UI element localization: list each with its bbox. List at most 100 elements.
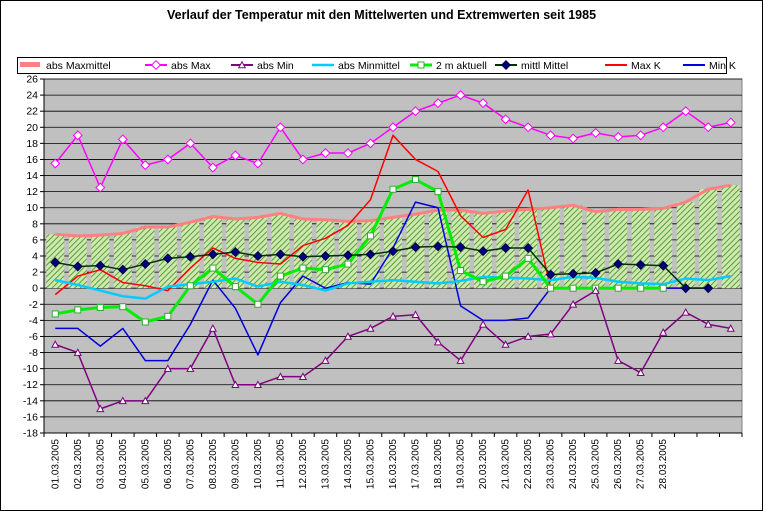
legend-items: abs Maxmittel abs Max abs Min abs Minmittel… <box>20 59 736 72</box>
y-tick-label: 4 <box>32 251 38 263</box>
point <box>412 176 420 184</box>
point <box>658 260 669 271</box>
x-tick-label: 03.03.2005 <box>95 439 106 489</box>
series-line-abs-maxmittel <box>55 183 732 238</box>
area-bar <box>721 185 740 289</box>
point <box>95 182 106 193</box>
y-tick-label: -16 <box>23 411 38 423</box>
point <box>500 59 512 71</box>
maxmittel-area <box>46 183 740 289</box>
chart-title: Verlauf der Temperatur mit den Mittelwer… <box>166 8 597 22</box>
y-tick-label: 14 <box>26 170 38 182</box>
point <box>523 332 533 340</box>
point <box>546 329 555 338</box>
x-tick-label: 26.03.2005 <box>613 439 624 489</box>
point <box>501 340 510 348</box>
x-tick-label: 04.03.2005 <box>118 439 129 489</box>
point <box>659 284 667 292</box>
x-tick-label: 02.03.2005 <box>73 439 84 489</box>
x-tick-label: 25.03.2005 <box>591 439 602 489</box>
point <box>140 259 151 270</box>
point <box>298 372 308 380</box>
series-line-2-m-aktuell <box>54 178 664 324</box>
y-tick-label: -4 <box>29 315 38 327</box>
point <box>140 160 151 171</box>
legend-item: 2 m aktuell <box>410 60 487 72</box>
area-bar <box>699 189 718 289</box>
point <box>434 188 442 196</box>
point <box>545 130 556 141</box>
point <box>276 372 285 380</box>
point <box>502 272 510 280</box>
point <box>455 90 466 101</box>
point <box>500 114 511 125</box>
y-tick-label: -14 <box>23 395 38 407</box>
y-tick-label: 8 <box>32 218 38 230</box>
y-tick-label: 26 <box>26 74 38 86</box>
point <box>524 254 532 262</box>
point <box>387 122 399 133</box>
point <box>51 310 59 318</box>
point <box>185 138 196 149</box>
x-tick-label: 18.03.2005 <box>433 439 444 489</box>
y-tick-label: 12 <box>26 186 38 198</box>
point <box>635 259 646 270</box>
legend-item: mittl Mittel <box>495 59 568 72</box>
x-tick-label: 12.03.2005 <box>298 439 309 489</box>
point <box>659 328 668 336</box>
x-tick-label: 14.03.2005 <box>343 439 354 489</box>
legend-item: abs Min <box>231 60 294 72</box>
point <box>297 154 308 165</box>
point <box>478 320 488 328</box>
x-tick-label: 09.03.2005 <box>230 439 241 489</box>
point <box>95 260 106 271</box>
point <box>681 307 690 316</box>
point <box>164 312 172 320</box>
legend-label: abs Maxmittel <box>46 60 111 72</box>
point <box>73 348 82 356</box>
x-tick-label: 11.03.2005 <box>275 439 286 489</box>
point <box>366 232 374 240</box>
x-tick-label: 27.03.2005 <box>636 439 647 489</box>
legend-item: abs Max <box>145 59 211 72</box>
point <box>254 300 262 308</box>
point <box>726 324 735 332</box>
legend-item: Min K <box>683 60 736 72</box>
point <box>253 380 263 389</box>
point <box>50 158 61 169</box>
point <box>614 284 622 292</box>
x-tick-label: 10.03.2005 <box>253 439 264 489</box>
point <box>389 185 397 193</box>
point <box>162 253 173 264</box>
point <box>117 134 128 145</box>
legend-swatch <box>20 62 40 67</box>
point <box>478 246 489 257</box>
point <box>72 261 83 272</box>
point <box>365 249 376 260</box>
y-tick-label: 22 <box>26 106 38 118</box>
area-bar <box>654 208 673 289</box>
point <box>252 250 263 262</box>
point <box>568 268 579 279</box>
x-tick-label: 22.03.2005 <box>523 439 534 489</box>
y-tick-label: -2 <box>29 299 38 311</box>
y-tick-label: 20 <box>26 122 38 134</box>
legend-label: mittl Mittel <box>521 60 568 72</box>
area-bar <box>564 205 583 289</box>
point <box>680 106 691 117</box>
point <box>141 318 149 326</box>
point <box>388 311 398 320</box>
point <box>231 283 239 291</box>
point <box>150 59 162 71</box>
point <box>118 396 127 405</box>
point <box>658 122 669 133</box>
area-bar <box>136 227 155 289</box>
point <box>703 122 714 133</box>
point <box>51 340 60 348</box>
point <box>342 250 353 261</box>
point <box>545 269 556 280</box>
series-markers <box>50 90 736 413</box>
point <box>590 267 601 278</box>
point <box>523 122 534 133</box>
